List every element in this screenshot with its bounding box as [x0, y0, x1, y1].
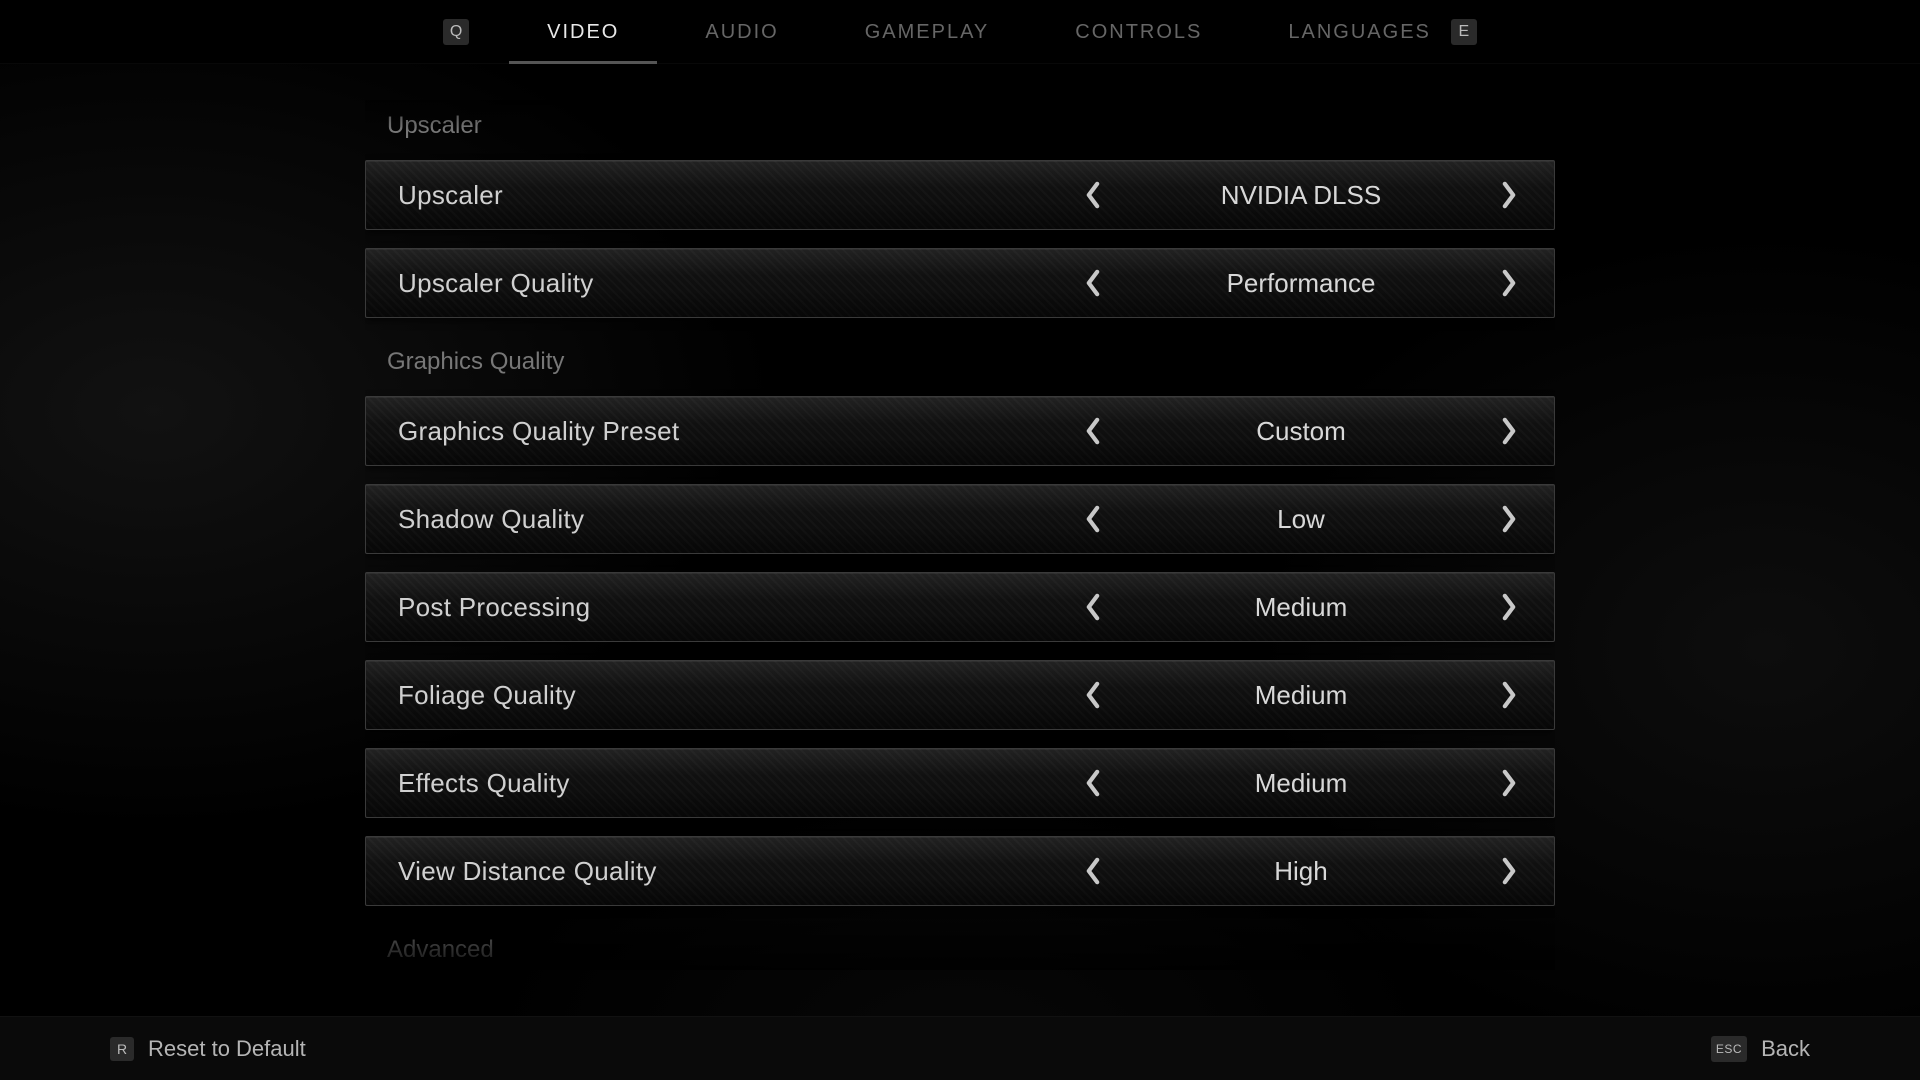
- tab-controls[interactable]: CONTROLS: [1067, 3, 1210, 60]
- value-selector: Medium: [1076, 766, 1526, 800]
- chevron-right-icon[interactable]: [1492, 502, 1526, 536]
- tab-next-key[interactable]: E: [1451, 19, 1477, 45]
- back-button[interactable]: ESC Back: [1711, 1036, 1810, 1062]
- settings-row-value: High: [1110, 856, 1492, 887]
- settings-row[interactable]: Foliage Quality Medium: [365, 660, 1555, 730]
- chevron-right-icon[interactable]: [1492, 178, 1526, 212]
- settings-row[interactable]: View Distance Quality High: [365, 836, 1555, 906]
- chevron-right-icon[interactable]: [1492, 854, 1526, 888]
- tab-gameplay[interactable]: GAMEPLAY: [857, 3, 998, 60]
- settings-panel: Upscaler Upscaler NVIDIA DLSS Upscaler Qual…: [365, 100, 1555, 970]
- settings-row-value: Performance: [1110, 268, 1492, 299]
- settings-row-label: Shadow Quality: [398, 504, 1076, 535]
- section-header: Upscaler: [365, 100, 1555, 142]
- settings-row-label: Post Processing: [398, 592, 1076, 623]
- settings-row[interactable]: Shadow Quality Low: [365, 484, 1555, 554]
- settings-row-value: Medium: [1110, 592, 1492, 623]
- back-key: ESC: [1711, 1036, 1747, 1062]
- reset-to-default-button[interactable]: R Reset to Default: [110, 1036, 306, 1062]
- settings-row-label: Effects Quality: [398, 768, 1076, 799]
- chevron-right-icon[interactable]: [1492, 678, 1526, 712]
- chevron-left-icon[interactable]: [1076, 678, 1110, 712]
- settings-row-label: Graphics Quality Preset: [398, 416, 1076, 447]
- chevron-right-icon[interactable]: [1492, 266, 1526, 300]
- value-selector: Medium: [1076, 678, 1526, 712]
- value-selector: Low: [1076, 502, 1526, 536]
- settings-row[interactable]: Upscaler Quality Performance: [365, 248, 1555, 318]
- chevron-right-icon[interactable]: [1492, 414, 1526, 448]
- chevron-left-icon[interactable]: [1076, 766, 1110, 800]
- chevron-right-icon[interactable]: [1492, 766, 1526, 800]
- chevron-left-icon[interactable]: [1076, 178, 1110, 212]
- settings-row-value: Low: [1110, 504, 1492, 535]
- settings-row-value: Medium: [1110, 768, 1492, 799]
- tab-audio[interactable]: AUDIO: [697, 3, 786, 60]
- section-header: Advanced: [365, 924, 1555, 966]
- settings-row-label: Upscaler Quality: [398, 268, 1076, 299]
- settings-row[interactable]: Graphics Quality Preset Custom: [365, 396, 1555, 466]
- settings-row-value: Medium: [1110, 680, 1492, 711]
- reset-label: Reset to Default: [148, 1036, 306, 1062]
- chevron-right-icon[interactable]: [1492, 590, 1526, 624]
- settings-row-value: Custom: [1110, 416, 1492, 447]
- tab-prev-key[interactable]: Q: [443, 19, 469, 45]
- value-selector: NVIDIA DLSS: [1076, 178, 1526, 212]
- settings-row-label: View Distance Quality: [398, 856, 1076, 887]
- tab-languages[interactable]: LANGUAGES: [1280, 3, 1438, 60]
- settings-row-value: NVIDIA DLSS: [1110, 180, 1492, 211]
- chevron-left-icon[interactable]: [1076, 502, 1110, 536]
- settings-row-label: Upscaler: [398, 180, 1076, 211]
- value-selector: Performance: [1076, 266, 1526, 300]
- tab-video[interactable]: VIDEO: [539, 3, 627, 60]
- settings-tabs: Q VIDEO AUDIO GAMEPLAY CONTROLS LANGUAGE…: [0, 0, 1920, 64]
- settings-row[interactable]: Post Processing Medium: [365, 572, 1555, 642]
- value-selector: High: [1076, 854, 1526, 888]
- settings-row-label: Foliage Quality: [398, 680, 1076, 711]
- settings-row[interactable]: Effects Quality Medium: [365, 748, 1555, 818]
- footer-bar: R Reset to Default ESC Back: [0, 1016, 1920, 1080]
- value-selector: Custom: [1076, 414, 1526, 448]
- chevron-left-icon[interactable]: [1076, 266, 1110, 300]
- chevron-left-icon[interactable]: [1076, 590, 1110, 624]
- value-selector: Medium: [1076, 590, 1526, 624]
- reset-key: R: [110, 1037, 134, 1061]
- section-header: Graphics Quality: [365, 336, 1555, 378]
- back-label: Back: [1761, 1036, 1810, 1062]
- chevron-left-icon[interactable]: [1076, 414, 1110, 448]
- chevron-left-icon[interactable]: [1076, 854, 1110, 888]
- settings-row[interactable]: Upscaler NVIDIA DLSS: [365, 160, 1555, 230]
